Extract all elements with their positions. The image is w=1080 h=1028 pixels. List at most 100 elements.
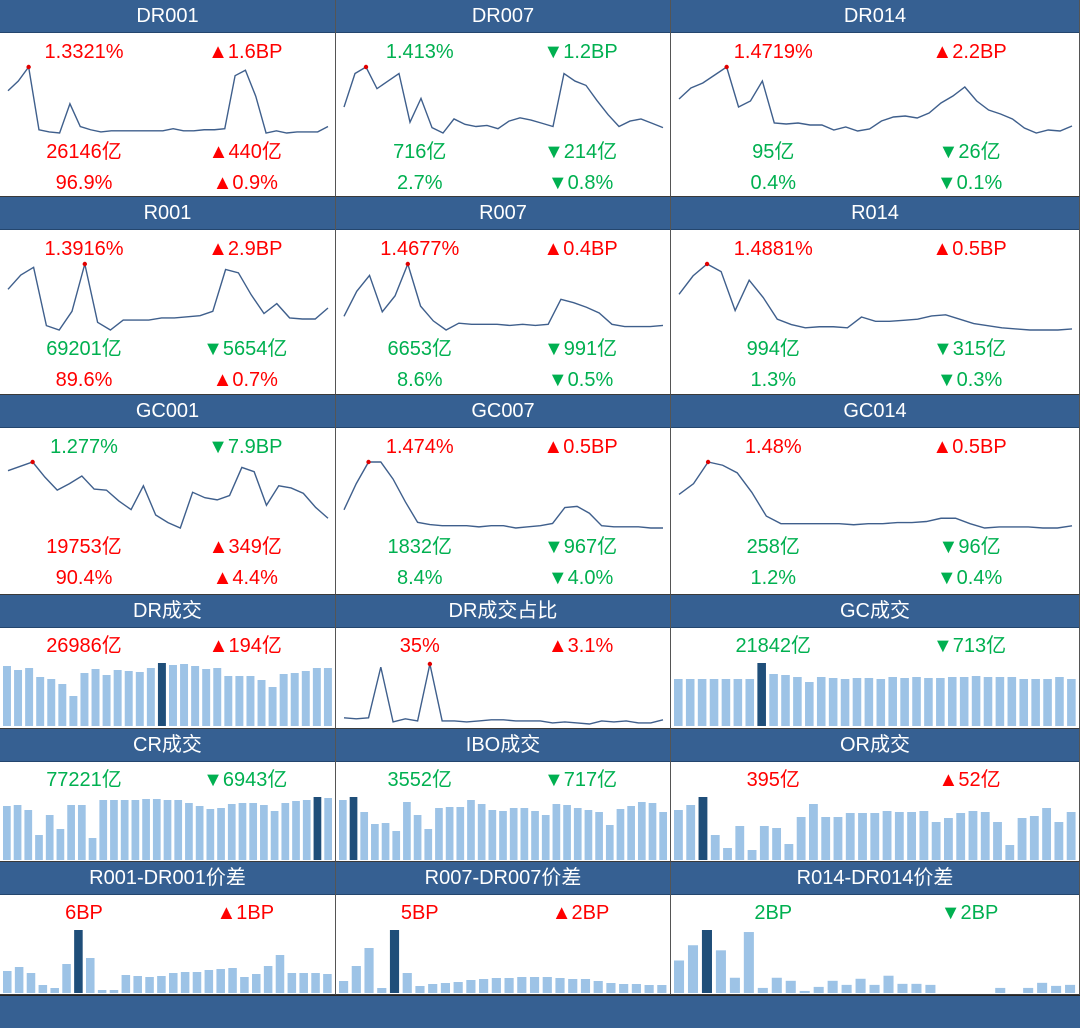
bar xyxy=(69,696,78,726)
bar xyxy=(685,679,695,726)
bar xyxy=(627,806,635,860)
share-change: ▼0.3% xyxy=(936,369,1003,391)
bar xyxy=(573,808,582,860)
volume-bar-chart xyxy=(674,797,1076,860)
bar xyxy=(1029,816,1039,860)
bar xyxy=(477,804,486,860)
bar xyxy=(191,666,200,726)
bar xyxy=(931,822,941,860)
series-line xyxy=(678,263,1073,331)
bar xyxy=(785,980,796,993)
panel-title: R014-DR014价差 xyxy=(671,862,1079,895)
share-sparkline xyxy=(343,661,664,725)
bar xyxy=(360,812,369,860)
rate-sparkline xyxy=(678,459,1073,529)
rate-sparkline xyxy=(343,261,664,331)
bar xyxy=(174,800,183,860)
bar xyxy=(453,982,463,993)
bar xyxy=(145,977,154,993)
bar xyxy=(228,968,237,993)
share-change: ▼0.5% xyxy=(547,369,614,391)
rate-value: 1.474% xyxy=(385,436,454,458)
volume-value: 95亿 xyxy=(752,141,795,163)
bar xyxy=(381,823,390,860)
bar xyxy=(146,668,155,726)
bar xyxy=(1065,984,1076,993)
max-point-marker xyxy=(405,261,410,267)
series-line xyxy=(7,263,329,331)
bar xyxy=(195,806,204,860)
bar xyxy=(563,805,571,860)
volume-change: ▼5654亿 xyxy=(203,338,288,360)
volume-change: ▼214亿 xyxy=(543,141,618,163)
bar xyxy=(971,676,981,726)
bar xyxy=(852,678,862,726)
bar xyxy=(499,811,507,860)
bar xyxy=(204,970,214,993)
max-point-marker xyxy=(82,261,88,267)
volume-panel: R001-DR001价差 6BP ▲1BP xyxy=(0,862,336,995)
volume-panel: IBO成交 3552亿 ▼717亿 xyxy=(336,729,671,862)
bar xyxy=(769,674,778,726)
bar xyxy=(674,810,683,860)
bar xyxy=(883,975,894,993)
bar xyxy=(995,677,1005,726)
panel-title: CR成交 xyxy=(0,729,335,762)
bar xyxy=(993,822,1002,860)
bar xyxy=(1042,808,1052,860)
bar xyxy=(313,797,322,860)
bar xyxy=(249,803,258,860)
rate-sparkline xyxy=(7,64,329,134)
bar xyxy=(192,972,202,993)
bar xyxy=(757,987,768,993)
bar xyxy=(827,980,838,993)
bar xyxy=(1066,812,1076,860)
value-change: ▲52亿 xyxy=(938,769,1001,791)
rate-value: 1.4719% xyxy=(733,41,813,63)
bar xyxy=(301,671,310,726)
rate-change: ▲0.5BP xyxy=(932,238,1007,260)
rate-panel-r007: R007 1.4677% ▲0.4BP 6653亿 ▼991亿 8.6% ▼0.5% xyxy=(336,197,671,395)
bar xyxy=(1007,677,1017,726)
panel-title: DR014 xyxy=(671,0,1079,33)
bar xyxy=(216,969,225,993)
bar xyxy=(299,973,308,993)
bar xyxy=(509,808,518,860)
bar xyxy=(364,948,374,993)
series-line xyxy=(7,461,329,529)
bar xyxy=(721,679,731,726)
bar xyxy=(238,803,247,860)
bar xyxy=(47,679,56,726)
bar xyxy=(833,817,843,860)
series-line xyxy=(343,663,664,725)
bar xyxy=(1023,987,1034,993)
bar xyxy=(841,984,852,993)
volume-change: ▲440亿 xyxy=(208,141,282,163)
bar xyxy=(491,978,501,993)
bar xyxy=(858,813,867,860)
bar xyxy=(25,668,34,726)
bar xyxy=(882,811,892,860)
bar xyxy=(466,980,476,993)
share-change: ▼4.0% xyxy=(547,567,614,589)
value-change: ▼6943亿 xyxy=(203,769,288,791)
footer-bar xyxy=(0,995,1080,1028)
share-change: ▲0.9% xyxy=(212,172,278,194)
volume-bar-chart xyxy=(674,663,1076,726)
bar xyxy=(403,802,411,860)
bar xyxy=(840,679,850,726)
bar xyxy=(3,666,11,726)
bar xyxy=(56,829,65,860)
value-change: ▲2BP xyxy=(551,902,610,924)
bar xyxy=(1017,818,1027,860)
bar xyxy=(687,945,699,993)
bar xyxy=(157,663,166,726)
volume-bar-chart xyxy=(3,797,333,860)
current-value: 2BP xyxy=(754,902,793,924)
bar xyxy=(268,687,277,726)
bar xyxy=(217,808,225,860)
panel-title: DR001 xyxy=(0,0,335,33)
bar xyxy=(595,812,603,860)
current-value: 35% xyxy=(399,635,440,657)
